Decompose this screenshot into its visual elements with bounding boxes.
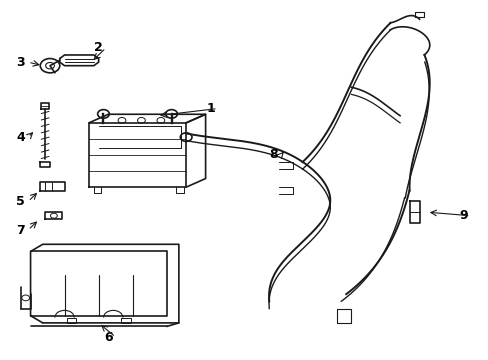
Text: 4: 4: [17, 131, 25, 144]
Text: 2: 2: [94, 41, 103, 54]
Text: 3: 3: [17, 55, 25, 69]
Text: 5: 5: [17, 195, 25, 208]
Text: 9: 9: [458, 209, 467, 222]
Circle shape: [180, 133, 192, 141]
Text: 7: 7: [17, 224, 25, 237]
Text: 8: 8: [269, 148, 277, 162]
Text: 1: 1: [205, 102, 214, 115]
Text: 6: 6: [104, 331, 112, 344]
